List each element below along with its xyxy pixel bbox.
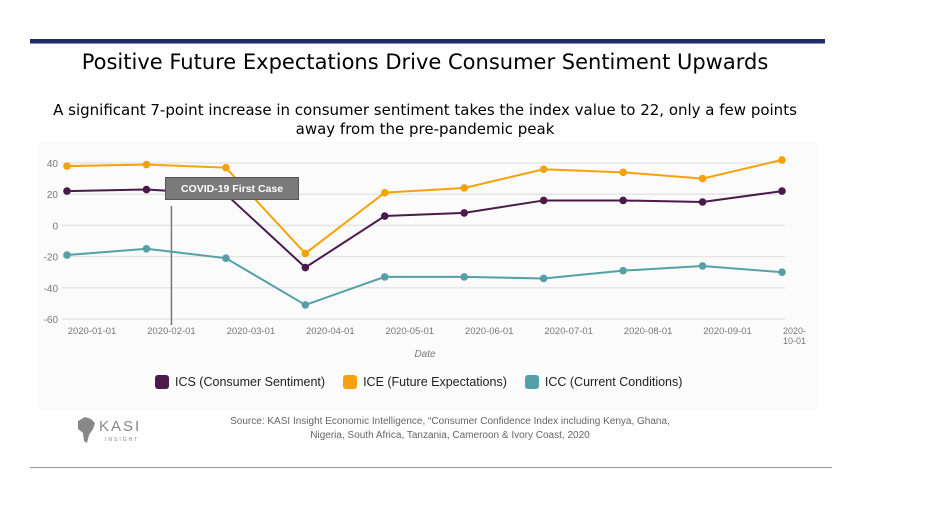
source-note: Source: KASI Insight Economic Intelligen… <box>200 415 700 443</box>
x-tick-label: 2020-03-01 <box>227 326 276 337</box>
data-point <box>222 163 230 172</box>
svg-text:KASI: KASI <box>99 418 141 435</box>
legend-item-icc[interactable]: ICC (Current Conditions) <box>524 375 683 389</box>
data-point <box>698 174 707 183</box>
data-point <box>63 162 71 170</box>
y-tick-label: 0 <box>52 221 58 232</box>
data-point <box>301 263 310 272</box>
data-point <box>619 266 627 275</box>
legend-item-ice[interactable]: ICE (Future Expectations) <box>343 375 507 389</box>
data-point <box>619 196 627 205</box>
bottom-divider <box>30 467 832 468</box>
data-point <box>778 187 786 195</box>
legend-swatch <box>343 375 358 389</box>
data-point <box>539 274 548 283</box>
data-point <box>460 209 469 217</box>
kasi-logo: KASI INSIGHT <box>78 417 141 443</box>
y-tick-label: -60 <box>44 315 59 326</box>
x-tick-label: 2020- <box>783 326 806 336</box>
data-point <box>778 156 786 164</box>
top-divider <box>30 39 825 44</box>
data-point <box>539 165 548 174</box>
x-axis-title: Date <box>414 349 436 360</box>
x-tick-label: 2020-06-01 <box>465 326 514 337</box>
subtitle: A significant 7-point increase in consum… <box>30 101 820 139</box>
data-point <box>698 198 707 206</box>
data-point <box>380 273 389 281</box>
y-tick-label: -40 <box>44 284 59 295</box>
source-line-2: Nigeria, South Africa, Tanzania, Cameroo… <box>310 430 590 441</box>
data-point <box>539 196 548 205</box>
y-tick-label: 40 <box>47 159 59 170</box>
data-point <box>142 185 151 194</box>
subtitle-line-1: A significant 7-point increase in consum… <box>53 101 797 119</box>
x-tick-label: 2020-08-01 <box>624 326 673 337</box>
series-line <box>66 188 783 269</box>
legend-label: ICE (Future Expectations) <box>363 375 507 389</box>
data-point <box>380 212 389 220</box>
x-tick-label: 2020-01-01 <box>68 326 117 337</box>
x-tick-label: 2020-09-01 <box>703 326 752 337</box>
x-tick-label: 2020-07-01 <box>544 326 593 337</box>
y-tick-label: -20 <box>44 253 59 264</box>
legend-swatch <box>524 375 539 389</box>
series-line <box>66 247 783 307</box>
legend-label: ICC (Current Conditions) <box>544 375 683 389</box>
data-point <box>142 245 151 253</box>
data-point <box>460 273 469 281</box>
x-tick-label: 2020-04-01 <box>306 326 355 337</box>
y-tick-label: 20 <box>47 190 59 201</box>
data-point <box>63 187 71 195</box>
data-point <box>619 168 627 177</box>
legend-item-ics[interactable]: ICS (Consumer Sentiment) <box>155 375 325 389</box>
data-point <box>380 188 389 197</box>
series-line <box>66 158 783 255</box>
chart-legend: ICS (Consumer Sentiment) ICE (Future Exp… <box>155 375 682 389</box>
legend-swatch <box>155 375 169 389</box>
x-tick-label: 10-01 <box>783 336 806 346</box>
data-point <box>460 184 469 192</box>
subtitle-line-2: away from the pre-pandemic peak <box>295 120 555 138</box>
data-point <box>142 160 151 169</box>
data-point <box>698 262 707 270</box>
data-point <box>778 268 786 277</box>
page-title: Positive Future Expectations Drive Consu… <box>81 50 769 74</box>
source-line-1: Source: KASI Insight Economic Intelligen… <box>230 416 670 427</box>
legend-label: ICS (Consumer Sentiment) <box>175 375 326 389</box>
x-tick-label: 2020-05-01 <box>385 326 434 337</box>
covid-annotation-label: COVID-19 First Case <box>165 177 299 200</box>
svg-text:INSIGHT: INSIGHT <box>105 437 139 443</box>
data-point <box>301 249 310 258</box>
data-point <box>222 254 230 262</box>
data-point <box>63 251 71 259</box>
x-tick-label: 2020-02-01 <box>147 326 196 337</box>
data-point <box>301 301 310 309</box>
